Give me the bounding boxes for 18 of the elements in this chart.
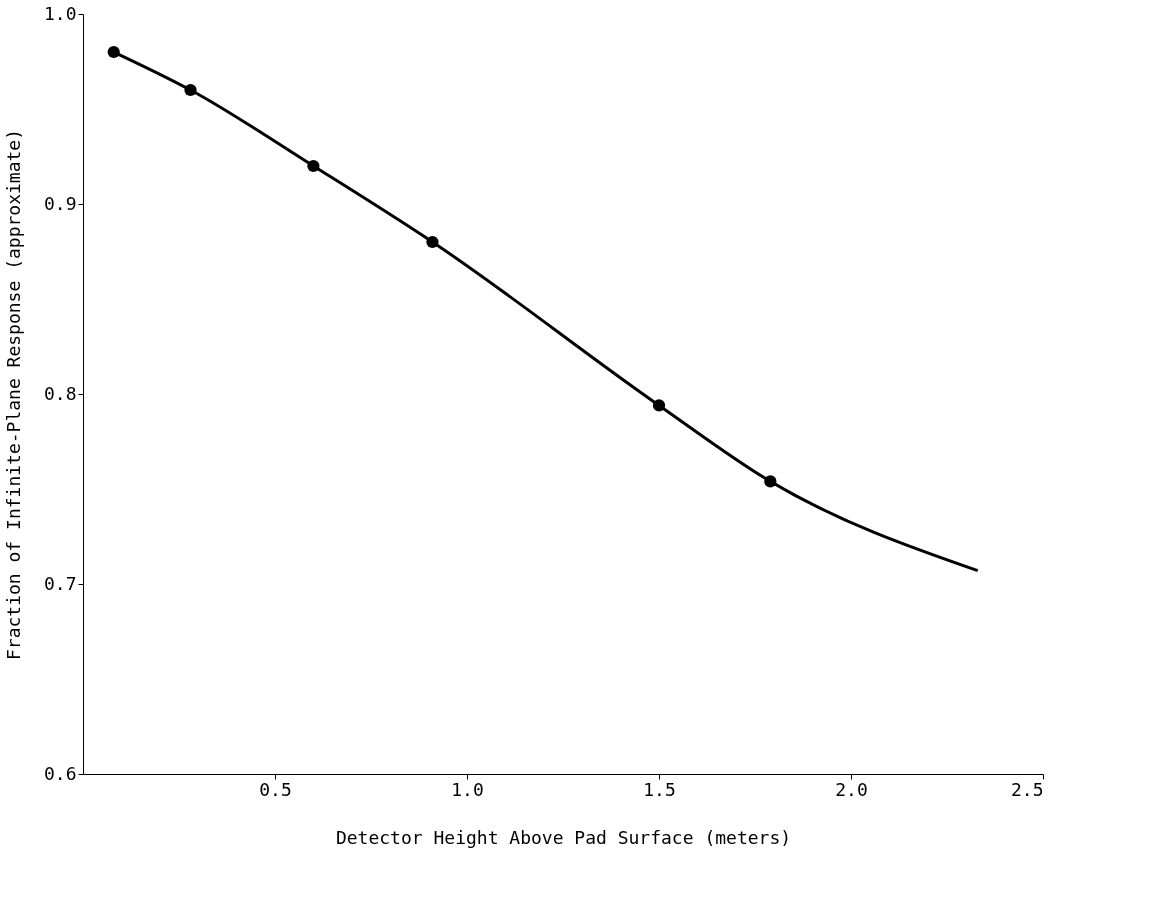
point [107,45,120,59]
point [307,159,320,173]
point [652,399,666,412]
y-tick-label: 1.0 [43,2,77,24]
y-tick-label: 0.6 [43,762,77,784]
x-tick-label: 1.0 [451,778,484,800]
y-axis-title: Fraction of Infinite-Plane Response (approximate) [2,128,24,661]
y-tick-label: 0.9 [43,192,77,214]
point [764,475,777,488]
x-tick-label: 2.0 [835,778,868,800]
point [426,235,439,249]
y-tick-label: 0.8 [43,382,77,404]
point [184,83,197,97]
y-tick-label: 0.7 [43,572,77,594]
x-tick-label: 2.5 [1010,778,1044,800]
x-tick-label: 1.5 [643,778,676,800]
x-axis-title: Detector Height Above Pad Surface (meters) [335,826,792,848]
x-tick-label: 0.5 [259,778,292,800]
